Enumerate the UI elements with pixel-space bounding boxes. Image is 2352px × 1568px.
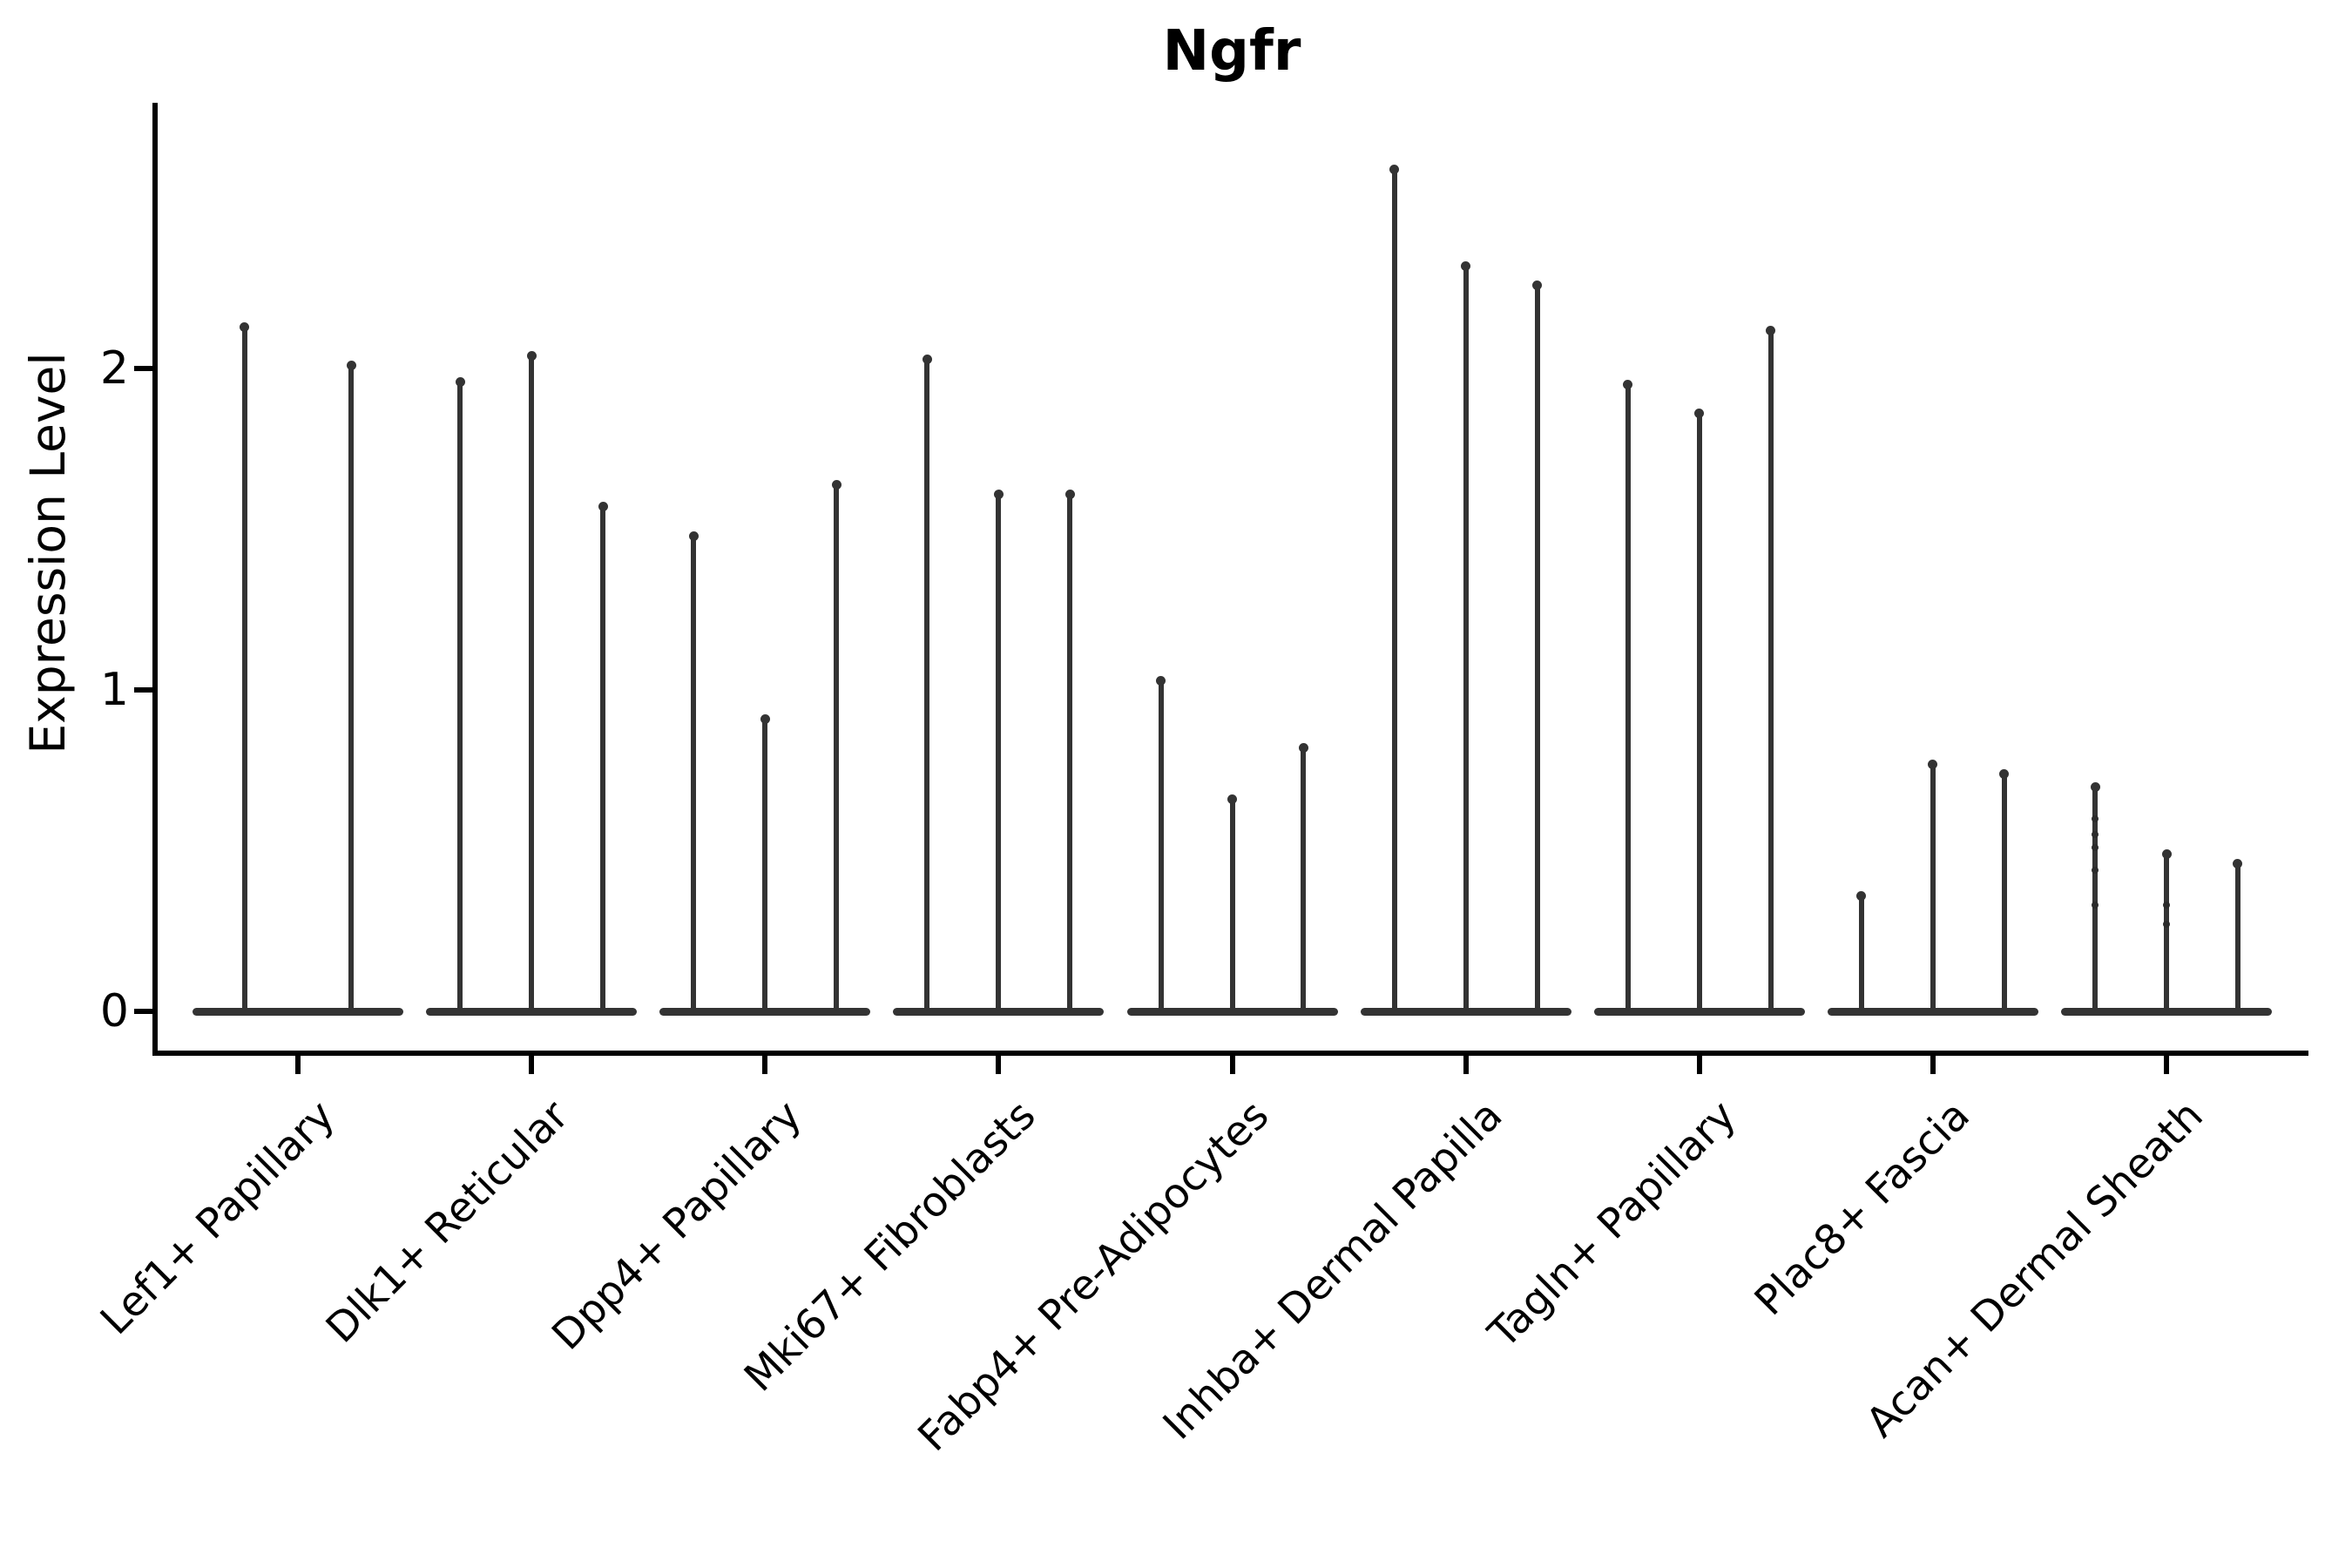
data-point-dot <box>2092 902 2099 909</box>
violin-spike <box>1301 744 1307 1011</box>
violin-max-knob <box>1928 759 1938 769</box>
violin-spike <box>241 323 247 1011</box>
violin-spike <box>2164 850 2169 1011</box>
violin-spike <box>1463 262 1469 1011</box>
y-tick-label: 1 <box>99 664 129 716</box>
violin-base <box>1126 1007 1338 1016</box>
violin-max-knob <box>1856 890 1867 901</box>
violin-spike <box>1930 760 1936 1011</box>
x-tick <box>1696 1056 1702 1074</box>
violin-spike <box>2001 770 2007 1011</box>
y-tick <box>134 687 152 693</box>
violin-max-knob <box>922 354 932 364</box>
violin-spike <box>2092 783 2099 1011</box>
violin-max-knob <box>526 351 537 362</box>
data-point-dot <box>2092 866 2099 874</box>
violin-spike <box>1858 892 1864 1011</box>
violin-max-knob <box>2161 849 2172 859</box>
violin-spike <box>762 715 768 1011</box>
violin-max-knob <box>993 489 1004 499</box>
violin-max-knob <box>1766 325 1776 335</box>
violin-max-knob <box>1389 165 1400 175</box>
violin-max-knob <box>1461 260 1471 271</box>
y-tick <box>134 1009 152 1014</box>
violin-spike <box>1625 381 1631 1011</box>
violin-spike <box>1229 795 1235 1011</box>
violin-spike <box>2234 860 2240 1011</box>
data-point-dot <box>2092 843 2099 851</box>
violin-base <box>1360 1007 1571 1016</box>
violin-max-knob <box>1532 280 1543 290</box>
violin-max-knob <box>455 376 465 387</box>
x-tick <box>1463 1056 1469 1074</box>
violin-spike <box>529 352 535 1011</box>
y-tick-label: 2 <box>99 342 129 395</box>
violin-spike <box>1767 327 1774 1011</box>
chart-title: Ngfr <box>1162 19 1301 84</box>
violin-max-knob <box>2090 781 2100 792</box>
violin-spike <box>348 362 355 1011</box>
violin-max-knob <box>1694 409 1705 419</box>
violin-spike <box>834 481 840 1011</box>
violin-spike <box>600 503 606 1011</box>
violin-spike <box>1067 490 1073 1011</box>
violin-max-knob <box>831 479 841 490</box>
y-tick-label: 0 <box>99 985 129 1037</box>
violin-max-knob <box>240 321 250 332</box>
violin-max-knob <box>1999 768 2010 779</box>
data-point-dot <box>2163 921 2170 929</box>
violin-spike <box>457 378 463 1011</box>
violin-max-knob <box>2233 859 2243 869</box>
x-tick-label: Dlk1+ Reticular <box>316 1092 578 1353</box>
violin-max-knob <box>1623 380 1633 390</box>
violin-spike <box>1696 409 1702 1011</box>
violin-base <box>1593 1007 1805 1016</box>
violin-max-knob <box>1227 794 1237 805</box>
violin-base <box>659 1007 871 1016</box>
violin-max-knob <box>598 502 608 512</box>
y-tick <box>134 366 152 371</box>
x-tick <box>2164 1056 2169 1074</box>
violin-spike <box>996 490 1002 1011</box>
y-axis-spine <box>152 103 158 1056</box>
x-tick-label: Tagln+ Papillary <box>1479 1092 1746 1358</box>
x-tick <box>529 1056 535 1074</box>
x-tick-label: Lef1+ Papillary <box>91 1092 344 1344</box>
data-point-dot <box>2092 814 2099 822</box>
violin-max-knob <box>1064 489 1075 499</box>
data-point-dot <box>2163 902 2170 909</box>
x-tick <box>762 1056 768 1074</box>
violin-max-knob <box>1298 743 1308 754</box>
violin-max-knob <box>688 531 699 541</box>
x-tick-label: Dpp4+ Papillary <box>543 1092 812 1360</box>
violin-max-knob <box>1156 675 1166 686</box>
violin-spike <box>691 532 697 1011</box>
violin-base <box>893 1007 1105 1016</box>
violin-spike <box>1158 677 1164 1011</box>
x-tick <box>996 1056 1002 1074</box>
violin-spike <box>1391 166 1397 1011</box>
violin-spike <box>1534 281 1540 1011</box>
violin-max-knob <box>760 714 770 725</box>
violin-spike <box>924 355 930 1011</box>
data-point-dot <box>2092 831 2099 839</box>
violin-base <box>1827 1007 2038 1016</box>
x-tick <box>295 1056 301 1074</box>
x-tick <box>1229 1056 1235 1074</box>
x-axis-spine <box>152 1051 2308 1056</box>
x-tick <box>1930 1056 1936 1074</box>
violin-base <box>2061 1007 2272 1016</box>
violin-max-knob <box>346 361 356 371</box>
x-tick-label: Plac8+ Fascia <box>1745 1092 1979 1325</box>
violin-base <box>426 1007 638 1016</box>
violin-base <box>193 1007 403 1016</box>
